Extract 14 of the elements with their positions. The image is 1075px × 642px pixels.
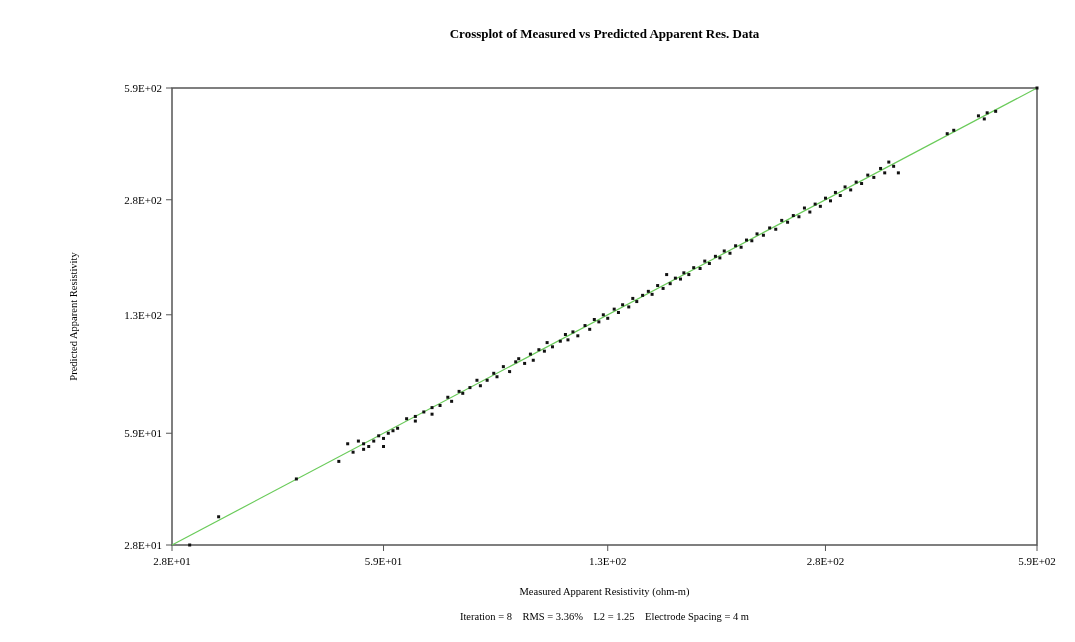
y-tick-label: 2.8E+02 xyxy=(124,193,162,206)
y-tick-label: 2.8E+01 xyxy=(124,539,162,551)
x-tick-label: 2.8E+02 xyxy=(806,555,845,567)
x-tick-label: 2.8E+01 xyxy=(153,555,191,567)
text: Iteration = 8 RMS = 3.36% L2 = 1.25 Electrode Spacing = 4 m xyxy=(459,611,750,622)
x-tick-label: 1.3E+02 xyxy=(588,555,627,567)
y-axis-title: Predicted Apparent Resistivity xyxy=(68,251,79,381)
x-tick-label: 5.9E+02 xyxy=(1018,555,1056,567)
y-tick-label: 1.3E+02 xyxy=(124,308,162,321)
y-tick-label: 5.9E+01 xyxy=(124,427,162,440)
x-axis-title: Measured Apparent Resistivity (ohm-m) xyxy=(519,586,691,598)
y-tick-label: 5.9E+02 xyxy=(124,82,162,94)
x-tick-label: 5.9E+01 xyxy=(364,555,403,567)
chart-title: Crossplot of Measured vs Predicted Apparent Res. Data xyxy=(449,26,760,41)
